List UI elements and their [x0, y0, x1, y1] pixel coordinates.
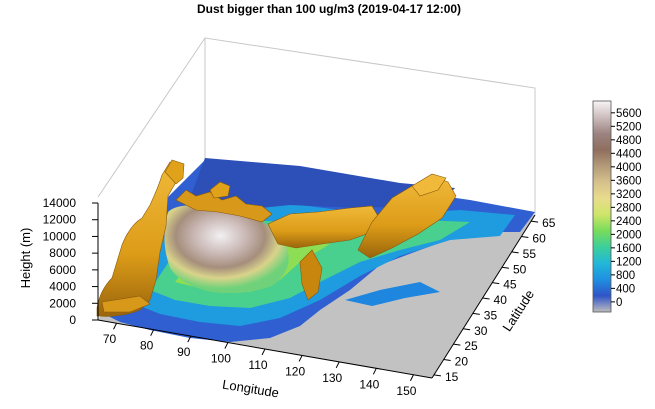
- x-tick-label: 120: [285, 364, 305, 378]
- z-tick-label: 10000: [43, 229, 77, 243]
- y-tick-label: 40: [494, 293, 508, 307]
- axes-box: [97, 37, 536, 215]
- y-tick-mark: [492, 282, 500, 285]
- x-tick-mark: [261, 348, 266, 356]
- z-tick-label: 14000: [43, 196, 77, 210]
- colorbar-tick-label: 400: [616, 283, 635, 295]
- y-tick-mark: [453, 343, 461, 346]
- y-tick-mark: [511, 251, 519, 254]
- colorbar-tick-label: 4000: [616, 162, 642, 174]
- z-tick-label: 4000: [49, 280, 76, 294]
- iso-small-blob: [209, 181, 231, 199]
- x-tick-mark: [409, 374, 414, 382]
- iso-west-ridge: [96, 161, 179, 317]
- y-tick-mark: [472, 312, 480, 315]
- isosurface: [96, 159, 457, 317]
- z-tick-label: 6000: [49, 263, 76, 277]
- colorbar-tick-label: 2800: [616, 202, 642, 214]
- colorbar-tick-label: 0: [616, 297, 622, 309]
- colorbar-tick-label: 3200: [616, 189, 642, 201]
- x-tick-label: 90: [177, 345, 191, 359]
- colorbar-tick-label: 2000: [616, 229, 642, 241]
- iso-ground-patch: [101, 295, 151, 313]
- dust-islands: [345, 282, 440, 306]
- iso-east-top: [411, 173, 447, 197]
- y-tick-mark: [501, 266, 510, 269]
- colorbar-tick-label: 2400: [616, 216, 642, 228]
- colorbar-tick-label: 3600: [616, 175, 642, 187]
- y-tick-label: 45: [503, 278, 517, 292]
- z-axis-label: Height (m): [18, 228, 33, 289]
- x-tick-label: 140: [359, 377, 379, 391]
- colorbar-gradient: [592, 100, 612, 313]
- y-tick-mark: [482, 297, 490, 300]
- y-tick-label: 35: [484, 308, 498, 322]
- colorbar-tick-label: 5200: [616, 121, 642, 133]
- x-tick-label: 130: [322, 371, 342, 385]
- dust-dome: [164, 205, 289, 294]
- y-tick-label: 55: [523, 247, 537, 261]
- x-tick-label: 150: [396, 384, 416, 398]
- y-tick-mark: [463, 328, 471, 331]
- y-tick-mark: [433, 374, 442, 377]
- iso-west-top: [164, 159, 185, 185]
- y-tick-label: 15: [445, 370, 459, 384]
- colorbar-tick-label: 1200: [616, 256, 642, 268]
- x-tick-mark: [113, 322, 118, 330]
- chart-title: Dust bigger than 100 ug/m3 (2019-04-17 1…: [197, 2, 461, 16]
- x-axis: 70 80 90 100 110 120 130 140 150: [97, 319, 433, 398]
- x-tick-mark: [335, 361, 340, 369]
- colorbar-tick-label: 4800: [616, 135, 642, 147]
- x-tick-mark: [372, 368, 377, 375]
- x-tick-label: 80: [140, 339, 154, 353]
- y-tick-label: 50: [513, 262, 527, 276]
- iso-central-drop: [299, 249, 323, 301]
- x-tick-mark: [298, 355, 303, 362]
- y-tick-mark: [531, 220, 539, 223]
- z-tick-label: 0: [69, 313, 76, 327]
- colorbar-tick-label: 4400: [616, 148, 642, 160]
- x-axis-label: Longitude: [221, 377, 280, 401]
- colorbar-tick-label: 800: [616, 270, 635, 282]
- x-tick-label: 100: [211, 352, 231, 366]
- colorbar-tick-label: 5600: [616, 108, 642, 120]
- y-axis-line: [431, 214, 536, 379]
- x-tick-label: 110: [248, 358, 267, 372]
- z-tick-label: 12000: [43, 213, 77, 227]
- y-tick-label: 65: [542, 216, 556, 230]
- x-tick-mark: [150, 329, 155, 336]
- iso-east-ridge: [357, 175, 457, 259]
- high-plateau: [190, 158, 455, 210]
- iso-nw-spikes: [175, 189, 273, 223]
- colorbar-tick-label: 1600: [616, 243, 642, 255]
- y-tick-label: 25: [464, 339, 478, 353]
- y-tick-mark: [521, 236, 529, 239]
- z-tick-label: 2000: [49, 296, 76, 310]
- y-tick-label: 60: [532, 232, 546, 246]
- y-tick-label: 30: [474, 324, 488, 338]
- y-tick-label: 20: [455, 355, 469, 369]
- x-tick-label: 70: [103, 332, 117, 346]
- z-tick-label: 8000: [49, 246, 76, 260]
- x-tick-mark: [224, 342, 229, 349]
- y-tick-mark: [443, 359, 451, 362]
- z-axis: 0 2000 4000 6000 8000 10000 12000 14000: [43, 196, 99, 327]
- back-frame: [97, 37, 536, 215]
- x-tick-mark: [187, 335, 192, 343]
